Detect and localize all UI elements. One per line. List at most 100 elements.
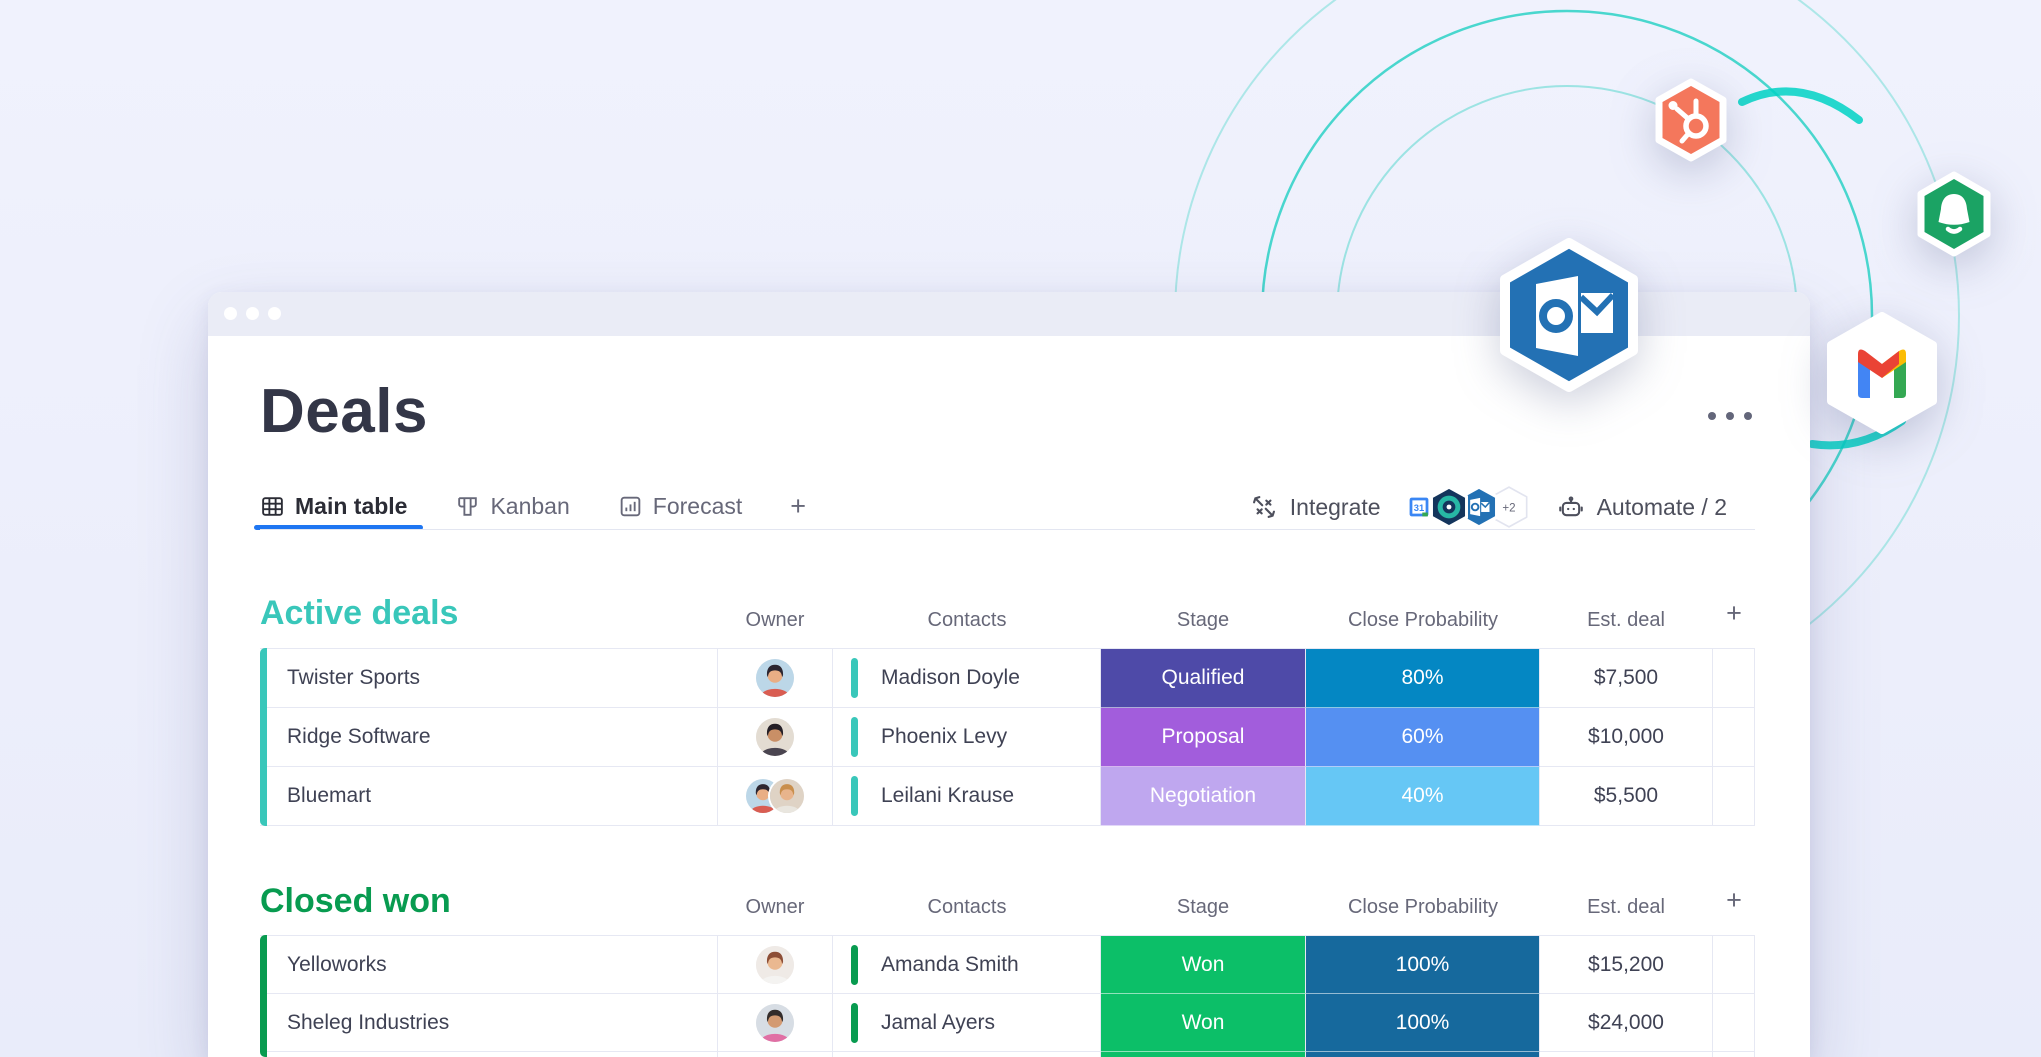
- close-probability-cell[interactable]: 80%: [1306, 649, 1540, 708]
- integration-badges: 31 +2: [1398, 484, 1528, 530]
- deal-name-cell[interactable]: Ridge Software: [260, 708, 718, 767]
- column-header-close-probability[interactable]: Close Probability: [1347, 896, 1499, 918]
- owner-cell[interactable]: [718, 649, 833, 708]
- group-color-bar: [260, 648, 267, 826]
- contact-cell[interactable]: Jamal Ayers: [833, 994, 1101, 1052]
- est-deal-cell[interactable]: $7,500: [1540, 649, 1713, 708]
- board-menu-button[interactable]: [1708, 412, 1752, 420]
- window-dot-icon: [246, 307, 259, 320]
- contact-cell[interactable]: Madison Doyle: [833, 649, 1101, 708]
- contact-cell[interactable]: Phoenix Levy: [833, 708, 1101, 767]
- contact-name: Jamal Ayers: [881, 1010, 995, 1034]
- tab-label: Forecast: [652, 492, 743, 519]
- deal-name-cell[interactable]: Bluemart: [260, 767, 718, 826]
- integrate-button[interactable]: Integrate: [1250, 493, 1381, 521]
- integrations-icon: [1252, 496, 1275, 518]
- contact-color-pill: [851, 944, 858, 985]
- deal-name-cell[interactable]: [260, 1052, 718, 1057]
- owner-avatar-pair: [746, 779, 804, 813]
- empty-cell[interactable]: [1713, 649, 1755, 708]
- board-toolbar: Integrate 31 +2 Automate / 2: [1250, 484, 1727, 530]
- contact-color-pill: [851, 1002, 858, 1043]
- ellipsis-icon: [1708, 412, 1716, 420]
- tab-forecast[interactable]: Forecast: [618, 485, 742, 527]
- table-icon: [262, 496, 283, 516]
- table-row: Ridge Software Phoenix Levy Proposal 60%…: [260, 708, 1755, 767]
- table-row: Yelloworks Amanda Smith Won 100% $15,200: [260, 936, 1755, 994]
- contact-color-pill: [851, 776, 858, 816]
- est-deal-cell[interactable]: $15,200: [1540, 936, 1713, 994]
- est-deal-cell[interactable]: $24,000: [1540, 994, 1713, 1052]
- page-title: Deals: [260, 377, 428, 446]
- est-deal-cell[interactable]: $10,000: [1540, 708, 1713, 767]
- contact-cell[interactable]: [833, 1052, 1101, 1057]
- svg-text:31: 31: [1413, 502, 1423, 513]
- contact-name: Phoenix Levy: [881, 725, 1008, 748]
- column-header-est-deal[interactable]: Est. deal: [1587, 609, 1665, 631]
- contact-cell[interactable]: Leilani Krause: [833, 767, 1101, 826]
- empty-cell[interactable]: [1713, 1052, 1755, 1057]
- owner-cell[interactable]: [718, 708, 833, 767]
- notifications-bell-icon: [1917, 171, 1991, 257]
- close-probability-cell[interactable]: 40%: [1306, 767, 1540, 826]
- empty-cell[interactable]: [1713, 708, 1755, 767]
- add-column-button[interactable]: +: [1726, 598, 1742, 628]
- close-probability-cell[interactable]: 100%: [1306, 994, 1540, 1052]
- add-view-button[interactable]: +: [790, 490, 807, 521]
- owner-cell[interactable]: [718, 1052, 833, 1057]
- owner-cell[interactable]: [718, 767, 833, 826]
- empty-cell[interactable]: [1713, 767, 1755, 826]
- contact-name: Leilani Krause: [881, 784, 1015, 807]
- add-column-button[interactable]: +: [1726, 885, 1742, 915]
- tab-main-table[interactable]: Main table: [253, 485, 424, 530]
- contact-name: Madison Doyle: [881, 666, 1020, 689]
- window-dot-icon: [268, 307, 281, 320]
- close-probability-cell[interactable]: 100%: [1306, 936, 1540, 994]
- column-header-stage[interactable]: Stage: [1176, 609, 1230, 631]
- outlook-icon: [1500, 238, 1638, 392]
- column-header-contacts[interactable]: Contacts: [927, 896, 1007, 918]
- column-header-stage[interactable]: Stage: [1176, 896, 1230, 918]
- est-deal-cell[interactable]: [1540, 1052, 1713, 1057]
- kanban-icon: [458, 496, 478, 516]
- close-probability-cell[interactable]: 60%: [1306, 708, 1540, 767]
- stage-cell[interactable]: Qualified: [1101, 649, 1306, 708]
- column-header-est-deal[interactable]: Est. deal: [1587, 896, 1665, 918]
- integrate-label: Integrate: [1289, 493, 1381, 520]
- empty-cell[interactable]: [1713, 994, 1755, 1052]
- owner-cell[interactable]: [718, 936, 833, 994]
- automate-button[interactable]: Automate / 2: [1557, 493, 1727, 521]
- contact-cell[interactable]: Amanda Smith: [833, 936, 1101, 994]
- group-title-active-deals[interactable]: Active deals: [260, 594, 459, 632]
- table-row: Twister Sports Madison Doyle Qualified 8…: [260, 649, 1755, 708]
- gmail-icon: [1827, 312, 1937, 434]
- stage-cell[interactable]: Negotiation: [1101, 767, 1306, 826]
- owner-avatar: [756, 718, 794, 756]
- close-probability-cell[interactable]: [1306, 1052, 1540, 1057]
- stage-cell[interactable]: [1101, 1052, 1306, 1057]
- empty-cell[interactable]: [1713, 936, 1755, 994]
- group-color-bar: [260, 935, 267, 1057]
- hubspot-icon: [1655, 78, 1727, 162]
- group-title-closed-won[interactable]: Closed won: [260, 882, 451, 920]
- ellipsis-icon: [1726, 412, 1734, 420]
- owner-cell[interactable]: [718, 994, 833, 1052]
- stage-cell[interactable]: Won: [1101, 936, 1306, 994]
- column-header-owner[interactable]: Owner: [745, 896, 805, 918]
- tab-kanban[interactable]: Kanban: [455, 485, 570, 527]
- column-header-close-probability[interactable]: Close Probability: [1347, 609, 1499, 631]
- active-deals-table: Twister Sports Madison Doyle Qualified 8…: [260, 648, 1755, 826]
- deal-name-cell[interactable]: Yelloworks: [260, 936, 718, 994]
- robot-icon: [1558, 496, 1583, 517]
- stage-cell[interactable]: Won: [1101, 994, 1306, 1052]
- est-deal-cell[interactable]: $5,500: [1540, 767, 1713, 826]
- column-header-owner[interactable]: Owner: [745, 609, 805, 631]
- teal-ring-app-badge[interactable]: [1429, 485, 1468, 529]
- column-header-contacts[interactable]: Contacts: [927, 609, 1007, 631]
- outlook-badge[interactable]: [1459, 485, 1498, 529]
- deal-name-cell[interactable]: Twister Sports: [260, 649, 718, 708]
- stage-cell[interactable]: Proposal: [1101, 708, 1306, 767]
- closed-won-table: Yelloworks Amanda Smith Won 100% $15,200…: [260, 935, 1755, 1057]
- deal-name-cell[interactable]: Sheleg Industries: [260, 994, 718, 1052]
